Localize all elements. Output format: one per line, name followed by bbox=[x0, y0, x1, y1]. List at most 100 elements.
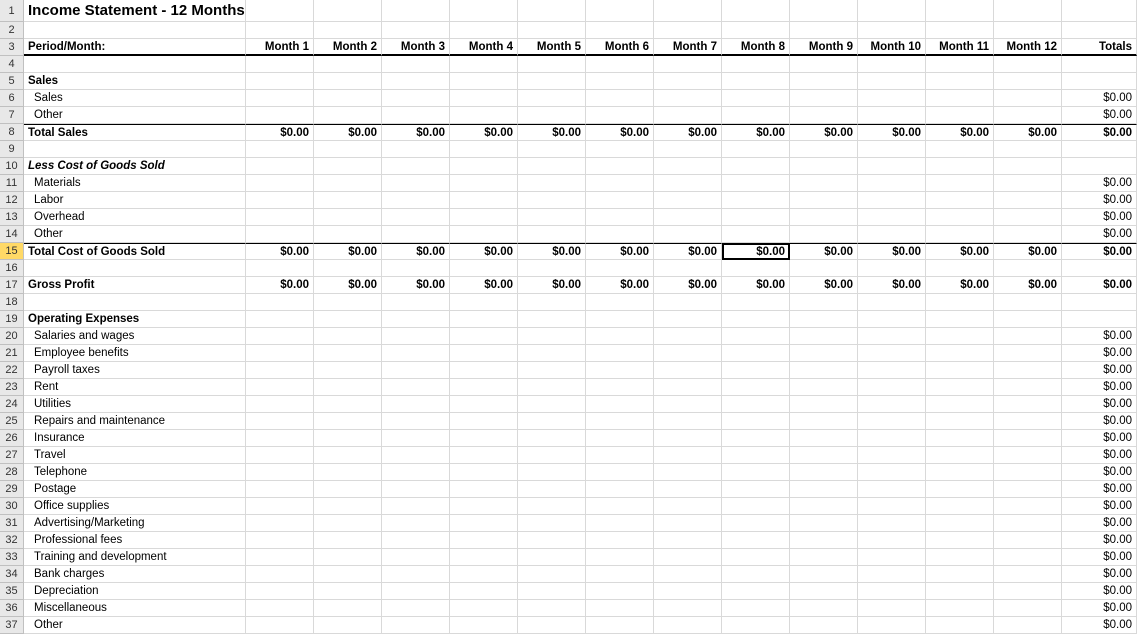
row-number[interactable]: 34 bbox=[0, 566, 24, 583]
cell[interactable] bbox=[586, 311, 654, 328]
cell[interactable] bbox=[858, 209, 926, 226]
cell[interactable] bbox=[450, 294, 518, 311]
row-number[interactable]: 31 bbox=[0, 515, 24, 532]
row-number[interactable]: 32 bbox=[0, 532, 24, 549]
month-value[interactable]: $0.00 bbox=[654, 243, 722, 260]
cell[interactable] bbox=[314, 209, 382, 226]
cell[interactable] bbox=[790, 328, 858, 345]
cell[interactable] bbox=[722, 192, 790, 209]
cell[interactable] bbox=[518, 532, 586, 549]
cell[interactable] bbox=[246, 345, 314, 362]
cell[interactable] bbox=[586, 379, 654, 396]
cell[interactable] bbox=[926, 362, 994, 379]
cell[interactable] bbox=[994, 566, 1062, 583]
cell[interactable] bbox=[246, 192, 314, 209]
cell[interactable] bbox=[926, 226, 994, 243]
cell[interactable] bbox=[790, 447, 858, 464]
cell[interactable] bbox=[654, 56, 722, 73]
cell[interactable] bbox=[654, 617, 722, 634]
row-number[interactable]: 4 bbox=[0, 56, 24, 73]
cell[interactable] bbox=[858, 464, 926, 481]
cell[interactable] bbox=[790, 107, 858, 124]
cell[interactable] bbox=[790, 549, 858, 566]
month-value[interactable]: $0.00 bbox=[722, 243, 790, 260]
row-number[interactable]: 1 bbox=[0, 0, 24, 22]
cell[interactable] bbox=[994, 192, 1062, 209]
cell[interactable] bbox=[382, 90, 450, 107]
cell[interactable] bbox=[586, 498, 654, 515]
cell[interactable] bbox=[314, 56, 382, 73]
cell[interactable] bbox=[246, 226, 314, 243]
cell[interactable] bbox=[314, 532, 382, 549]
cell[interactable] bbox=[994, 311, 1062, 328]
row-number[interactable]: 35 bbox=[0, 583, 24, 600]
cell[interactable] bbox=[994, 294, 1062, 311]
cell[interactable] bbox=[382, 413, 450, 430]
cell[interactable] bbox=[24, 22, 246, 39]
row-number[interactable]: 12 bbox=[0, 192, 24, 209]
cell[interactable] bbox=[314, 192, 382, 209]
cell[interactable] bbox=[314, 226, 382, 243]
cell[interactable] bbox=[314, 260, 382, 277]
row-number[interactable]: 26 bbox=[0, 430, 24, 447]
cell[interactable] bbox=[790, 481, 858, 498]
cell[interactable] bbox=[450, 583, 518, 600]
cell[interactable] bbox=[654, 396, 722, 413]
cell[interactable] bbox=[926, 0, 994, 22]
cell[interactable] bbox=[790, 430, 858, 447]
cell[interactable] bbox=[654, 311, 722, 328]
cell[interactable] bbox=[382, 379, 450, 396]
cell[interactable] bbox=[654, 515, 722, 532]
cell[interactable] bbox=[586, 141, 654, 158]
cell[interactable] bbox=[586, 90, 654, 107]
cell[interactable] bbox=[654, 158, 722, 175]
cell[interactable] bbox=[654, 107, 722, 124]
cell[interactable] bbox=[790, 362, 858, 379]
cell[interactable] bbox=[450, 328, 518, 345]
row-number[interactable]: 11 bbox=[0, 175, 24, 192]
cell[interactable] bbox=[246, 175, 314, 192]
cell[interactable] bbox=[722, 0, 790, 22]
row-number[interactable]: 23 bbox=[0, 379, 24, 396]
cell[interactable] bbox=[246, 430, 314, 447]
cell[interactable] bbox=[382, 22, 450, 39]
cell[interactable] bbox=[858, 158, 926, 175]
row-number[interactable]: 25 bbox=[0, 413, 24, 430]
cell[interactable] bbox=[314, 0, 382, 22]
cell[interactable] bbox=[518, 345, 586, 362]
cell[interactable] bbox=[654, 328, 722, 345]
cell[interactable] bbox=[450, 413, 518, 430]
cell[interactable] bbox=[246, 583, 314, 600]
cell[interactable] bbox=[586, 73, 654, 90]
cell[interactable] bbox=[450, 175, 518, 192]
cell[interactable] bbox=[382, 566, 450, 583]
cell[interactable] bbox=[722, 396, 790, 413]
cell[interactable] bbox=[790, 311, 858, 328]
cell[interactable] bbox=[24, 260, 246, 277]
cell[interactable] bbox=[246, 379, 314, 396]
cell[interactable] bbox=[858, 141, 926, 158]
cell[interactable] bbox=[314, 430, 382, 447]
cell[interactable] bbox=[994, 464, 1062, 481]
cell[interactable] bbox=[518, 447, 586, 464]
row-number[interactable]: 6 bbox=[0, 90, 24, 107]
cell[interactable] bbox=[586, 566, 654, 583]
cell[interactable] bbox=[654, 226, 722, 243]
cell[interactable] bbox=[586, 600, 654, 617]
row-number[interactable]: 28 bbox=[0, 464, 24, 481]
cell[interactable] bbox=[926, 481, 994, 498]
cell[interactable] bbox=[722, 583, 790, 600]
cell[interactable] bbox=[246, 311, 314, 328]
cell[interactable] bbox=[722, 464, 790, 481]
cell[interactable] bbox=[586, 0, 654, 22]
row-number[interactable]: 29 bbox=[0, 481, 24, 498]
cell[interactable] bbox=[450, 0, 518, 22]
cell[interactable] bbox=[314, 90, 382, 107]
cell[interactable] bbox=[926, 430, 994, 447]
spreadsheet-grid[interactable]: 1Income Statement - 12 Months23Period/Mo… bbox=[0, 0, 1138, 634]
cell[interactable] bbox=[246, 600, 314, 617]
cell[interactable] bbox=[926, 464, 994, 481]
cell[interactable] bbox=[790, 90, 858, 107]
cell[interactable] bbox=[926, 141, 994, 158]
cell[interactable] bbox=[654, 73, 722, 90]
